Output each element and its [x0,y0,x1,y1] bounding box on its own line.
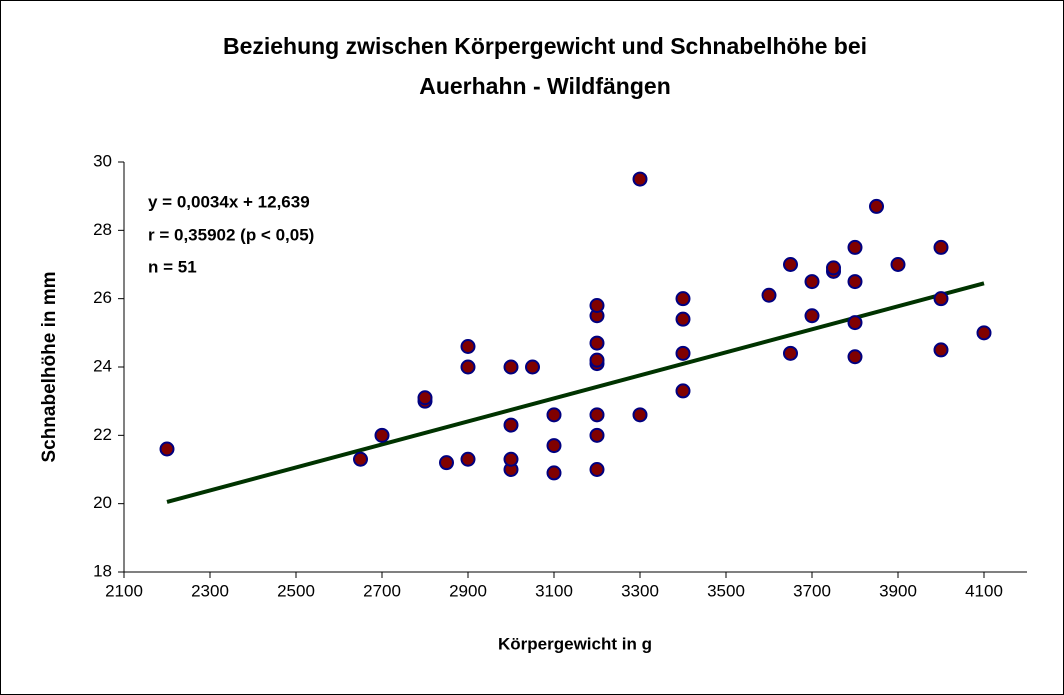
point [525,359,540,375]
y-tick-label: 28 [93,220,112,239]
trend-line [166,281,985,504]
annotation: y = 0,0034x + 12,639 [148,192,310,211]
point [159,441,175,457]
y-tick-label: 30 [93,151,112,170]
y-tick-label: 26 [93,288,112,307]
point [632,171,648,187]
point [783,345,798,361]
point [804,308,820,324]
point [933,239,949,255]
point [546,407,562,423]
point [847,239,863,255]
point [675,345,691,361]
y-tick-label: 18 [93,561,112,580]
point [460,339,476,354]
point [933,342,949,358]
x-tick-label: 3900 [879,581,917,600]
point [589,427,605,443]
point [353,451,368,467]
point [976,325,992,341]
point [675,311,691,327]
point [869,198,884,214]
annotation: n = 51 [148,257,197,276]
point [589,407,605,423]
point [804,274,820,290]
point [460,359,476,375]
point [460,451,476,467]
y-tick-label: 24 [93,356,112,375]
y-tick-label: 22 [93,425,112,444]
x-tick-label: 3300 [621,581,659,600]
point [783,257,798,272]
x-tick-label: 2900 [449,581,487,600]
x-tick-label: 3500 [707,581,745,600]
point [417,390,433,406]
point [826,260,841,276]
point [589,335,605,351]
point [439,455,454,471]
x-tick-label: 2300 [191,581,229,600]
x-tick-label: 2500 [277,581,315,600]
point [847,274,863,290]
point [675,291,691,307]
point [847,315,863,331]
point [503,359,519,375]
point [546,465,562,481]
point [761,287,777,303]
x-tick-label: 3700 [793,581,831,600]
annotation: r = 0,35902 (p < 0,05) [148,225,314,244]
point [847,349,863,365]
point [589,352,605,368]
point [589,462,605,477]
chart-title: Auerhahn - Wildfängen [419,73,671,99]
point [890,257,906,272]
point [503,417,519,433]
chart-title: Beziehung zwischen Körpergewicht und Sch… [223,33,867,59]
point [632,407,648,423]
y-tick-label: 20 [93,493,112,512]
point [374,427,390,443]
point [503,451,519,467]
x-axis-label: Körpergewicht in g [498,634,652,653]
point [933,291,949,307]
point [589,298,605,313]
x-tick-label: 2700 [363,581,401,600]
x-tick-label: 3100 [535,581,573,600]
y-axis-label: Schnabelhöhe in mm [39,271,60,462]
x-tick-label: 4100 [965,581,1003,600]
x-tick-label: 2100 [105,581,143,600]
point [675,383,691,399]
point [546,438,562,454]
